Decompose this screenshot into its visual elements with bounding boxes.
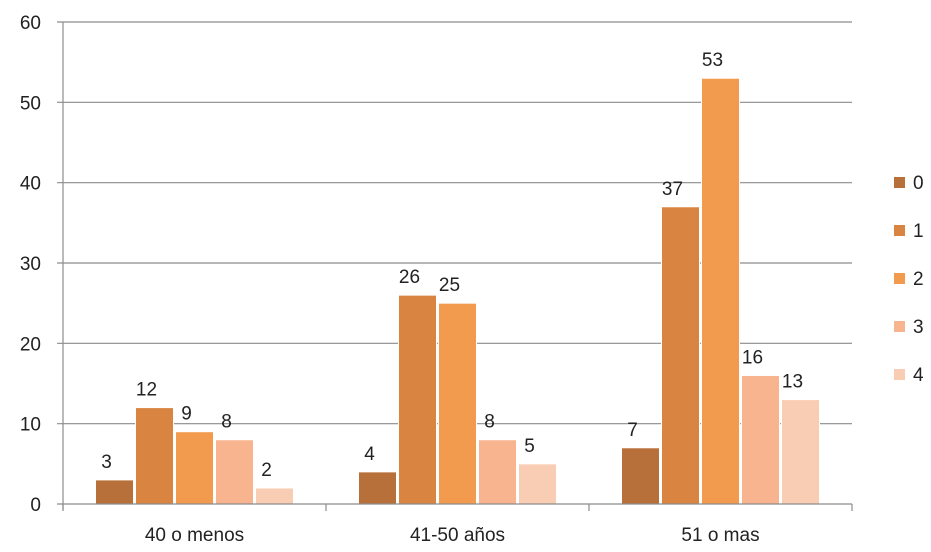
data-labels: 3 12 9 8 2 4 26 25 8 5 7 37 53 16 13: [101, 50, 803, 481]
bar: [135, 407, 174, 505]
legend-swatch: [894, 369, 905, 380]
legend-swatch: [894, 273, 905, 284]
legend-label: 0: [913, 173, 924, 194]
bar: [255, 487, 294, 505]
bar: [701, 77, 740, 505]
data-label: 12: [136, 380, 157, 401]
legend-label: 1: [913, 221, 924, 242]
y-tick-label: 30: [20, 254, 41, 275]
y-tick-label: 10: [20, 415, 41, 436]
data-label: 4: [364, 444, 375, 465]
bar: [478, 439, 517, 505]
bar: [398, 294, 437, 505]
bar: [621, 447, 660, 505]
data-label: 25: [439, 275, 460, 296]
x-tick-label: 40 o menos: [145, 525, 244, 546]
x-tick-label: 51 o mas: [681, 525, 759, 546]
data-label: 5: [524, 436, 535, 457]
y-axis-ticks: 0 10 20 30 40 50 60: [20, 13, 41, 516]
x-axis-ticks: 40 o menos 41-50 años 51 o mas: [145, 525, 760, 546]
y-tick-label: 60: [20, 13, 41, 34]
data-label: 2: [261, 460, 272, 481]
bar: [95, 479, 134, 505]
y-tick-label: 0: [30, 495, 41, 516]
legend-label: 3: [913, 317, 924, 338]
y-tick-label: 40: [20, 174, 41, 195]
bar: [215, 439, 254, 505]
y-tick-label: 20: [20, 334, 41, 355]
bars: [95, 77, 820, 505]
legend-swatch: [894, 321, 905, 332]
bar: [358, 471, 397, 505]
legend-swatch: [894, 225, 905, 236]
bar: [741, 374, 780, 505]
bar: [438, 302, 477, 505]
legend-label: 4: [913, 365, 924, 386]
bar: [518, 463, 557, 505]
legend-swatch: [894, 177, 905, 188]
data-label: 37: [662, 179, 683, 200]
axes: [57, 22, 853, 511]
data-label: 3: [101, 452, 112, 473]
data-label: 16: [742, 347, 763, 368]
data-label: 26: [399, 267, 420, 288]
data-label: 13: [782, 372, 803, 393]
bar: [781, 399, 820, 505]
data-label: 7: [627, 420, 638, 441]
bar: [175, 431, 214, 505]
x-tick-label: 41-50 años: [410, 525, 505, 546]
data-label: 8: [221, 412, 232, 433]
legend-label: 2: [913, 269, 924, 290]
data-label: 53: [702, 50, 723, 71]
bar: [661, 206, 700, 505]
legend: 0 1 2 3 4: [894, 173, 924, 386]
data-label: 8: [484, 412, 495, 433]
data-label: 9: [181, 404, 192, 425]
y-tick-label: 50: [20, 93, 41, 114]
